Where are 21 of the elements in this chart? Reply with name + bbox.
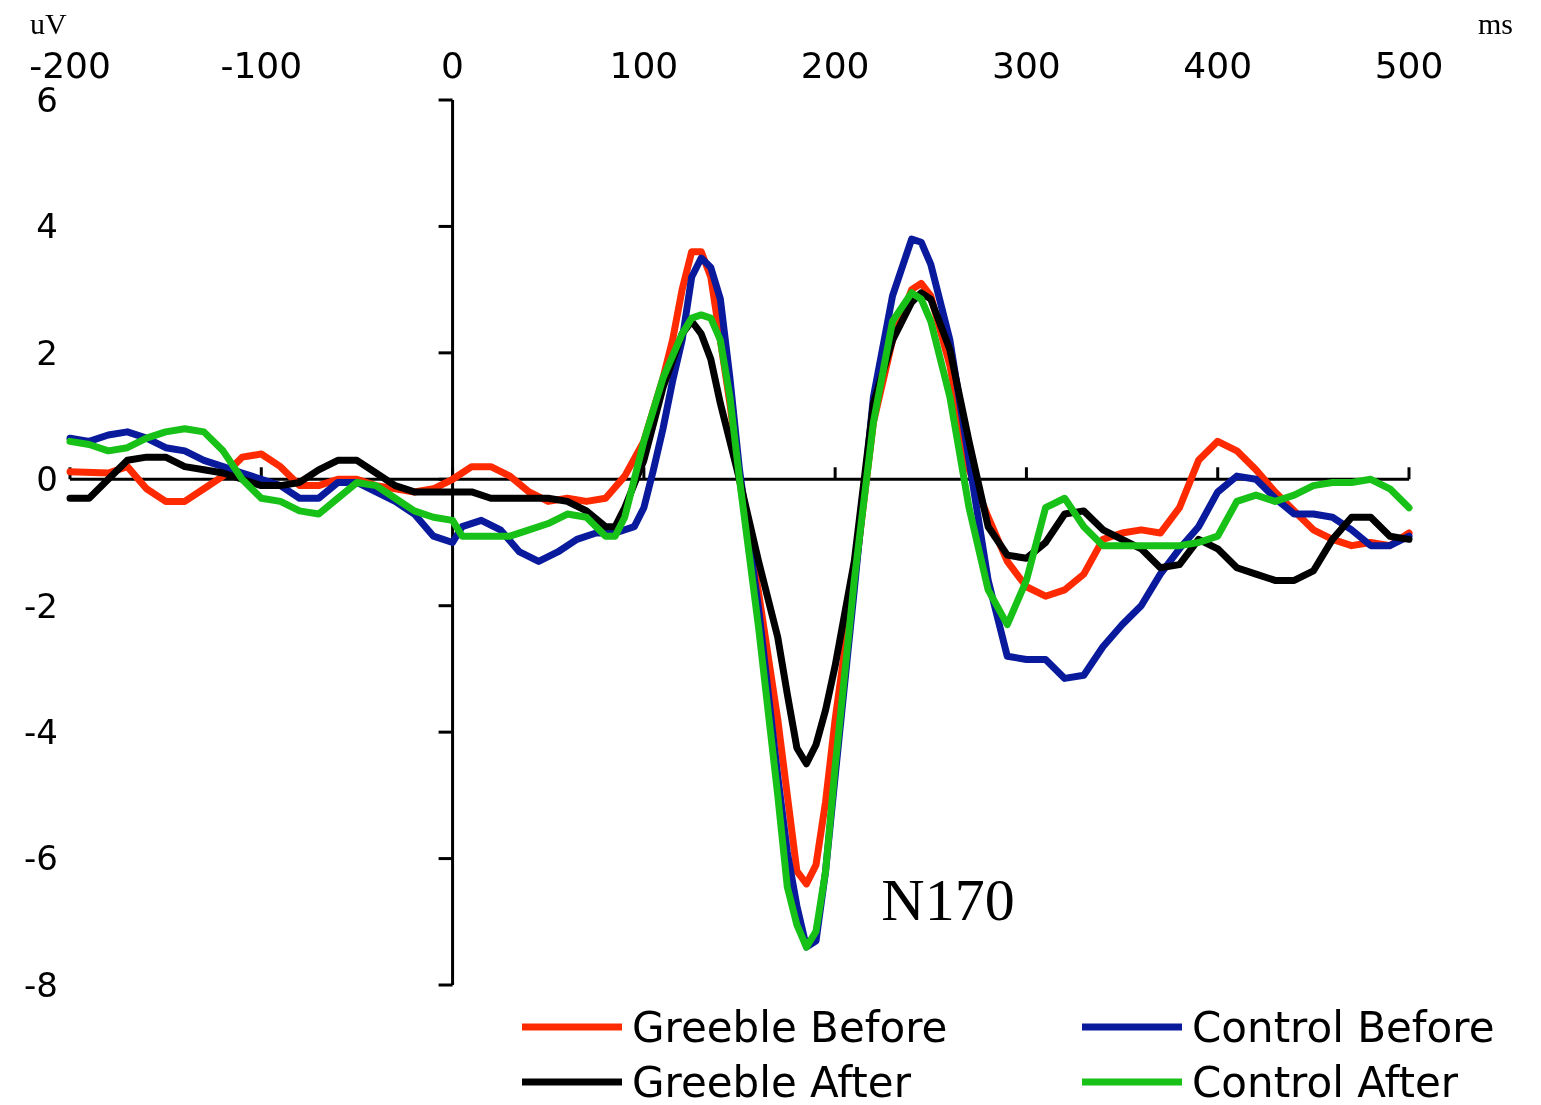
x-tick-label: 0 (441, 45, 465, 86)
x-tick-label: 100 (609, 45, 679, 86)
y-tick-label: -8 (24, 964, 58, 1005)
legend-label: Greeble Before (632, 1002, 948, 1052)
y-tick-label: 2 (36, 332, 58, 373)
annotation: N170 (881, 867, 1015, 933)
legend-label: Control After (1192, 1057, 1459, 1105)
x-axis-title: ms (1477, 7, 1513, 40)
legend-label: Control Before (1192, 1002, 1495, 1052)
x-tick-label: -100 (220, 45, 303, 86)
x-tick-label: 200 (800, 45, 870, 86)
x-tick-label: 500 (1374, 45, 1444, 86)
y-tick-label: -2 (24, 585, 58, 626)
y-axis-title: uV (30, 7, 67, 40)
y-tick-label: -6 (24, 838, 58, 879)
y-tick-label: 0 (36, 459, 58, 500)
y-tick-label: -4 (24, 712, 58, 753)
legend-label: Greeble After (632, 1057, 912, 1105)
y-tick-label: 4 (36, 206, 58, 247)
x-tick-label: 400 (1183, 45, 1253, 86)
x-tick-label: 300 (992, 45, 1061, 86)
